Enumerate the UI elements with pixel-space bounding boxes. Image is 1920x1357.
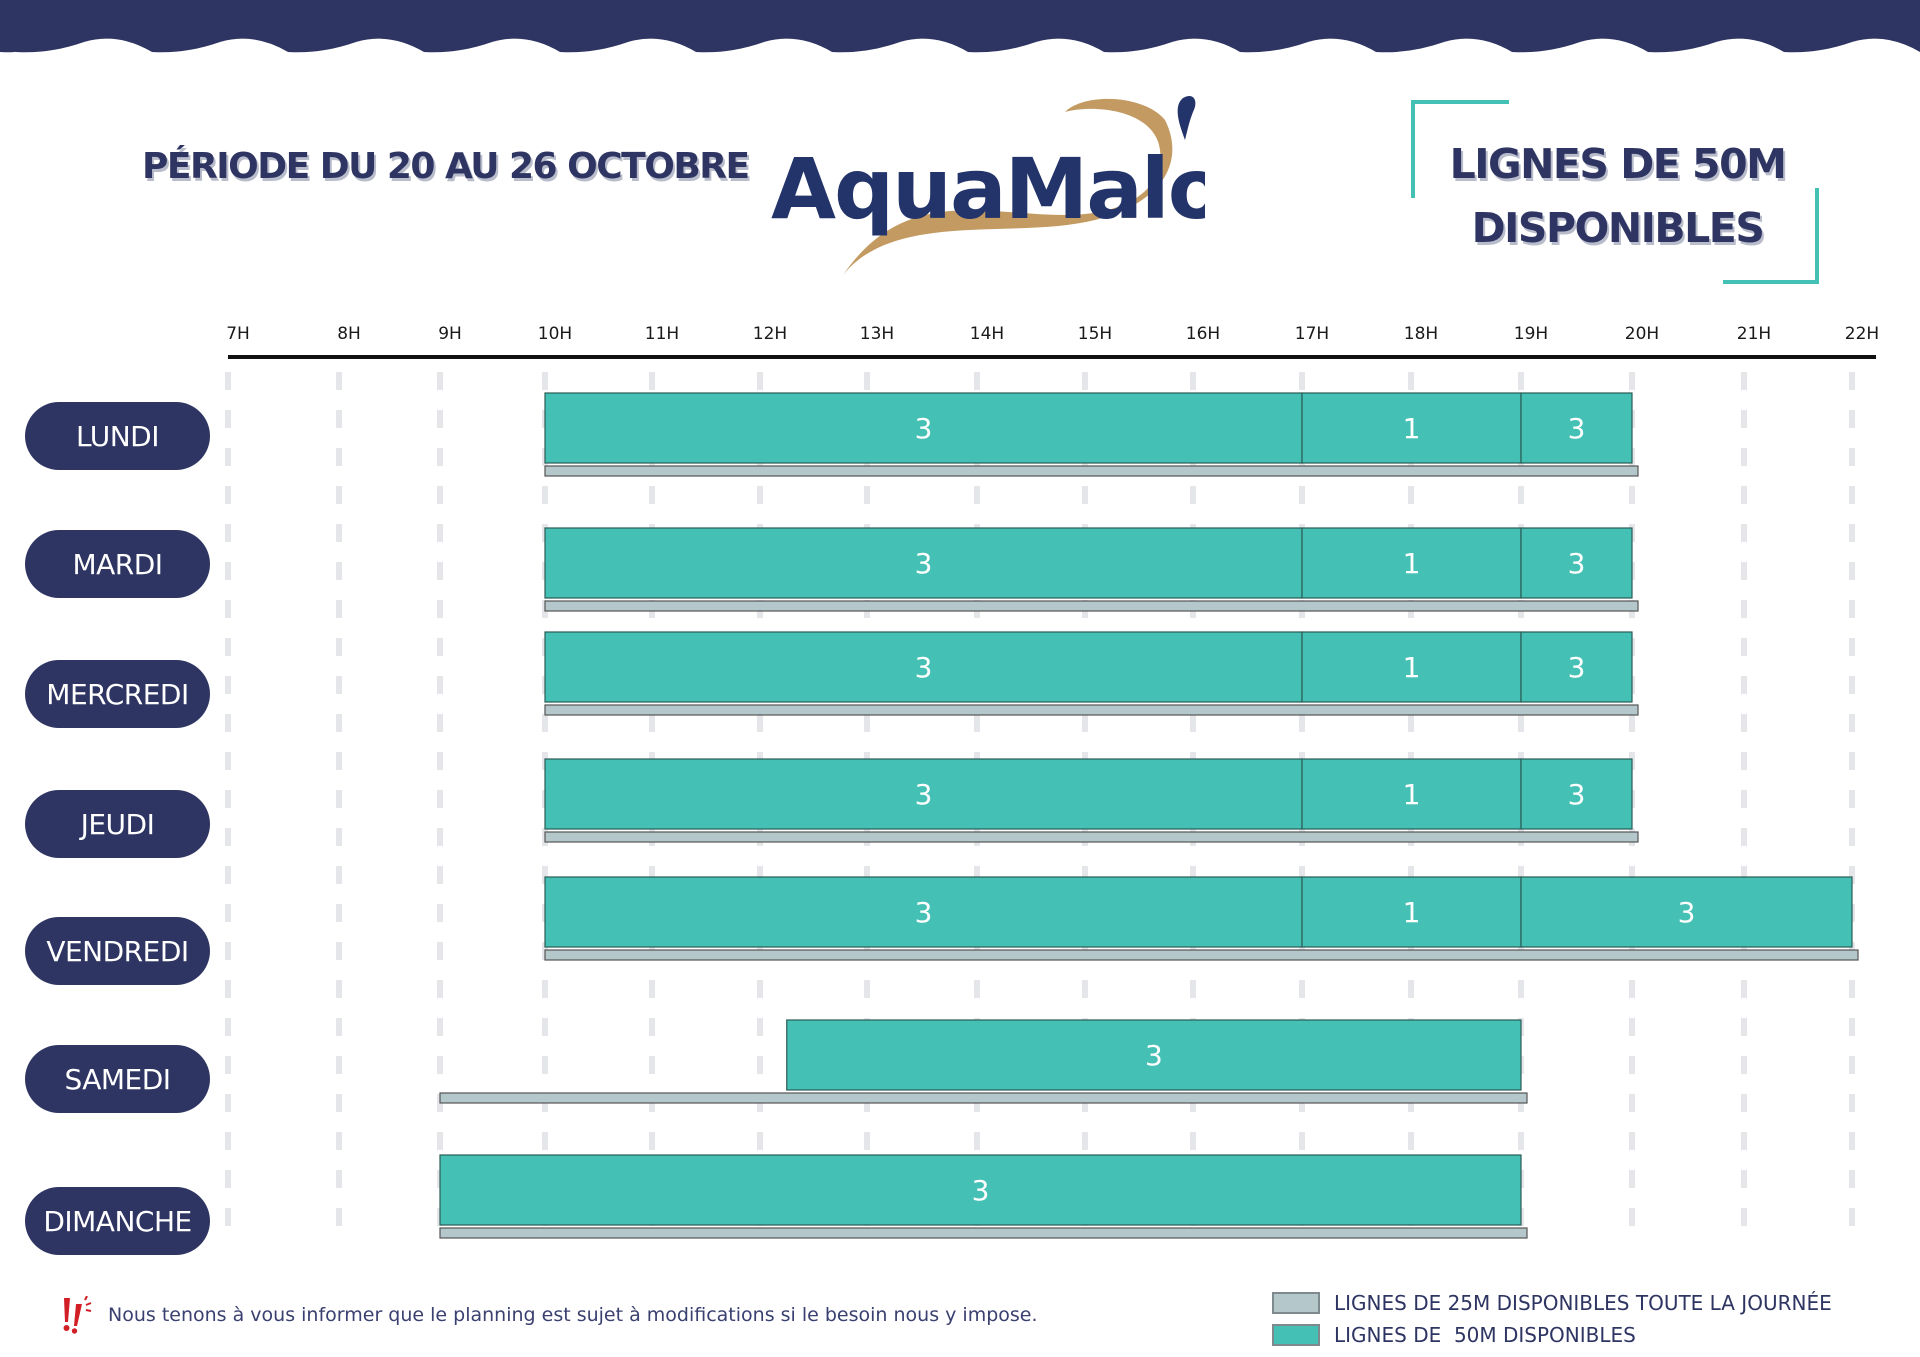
bar-50m-mercredi bbox=[1301, 631, 1522, 703]
bar-lanes-label: 1 bbox=[1403, 651, 1421, 684]
day-label-jeudi: JEUDI bbox=[25, 790, 210, 858]
bar-50m-jeudi bbox=[1301, 758, 1522, 830]
bar-lanes-label: 3 bbox=[972, 1174, 990, 1207]
bar-lanes-label: 3 bbox=[1568, 778, 1586, 811]
bar-50m-lundi bbox=[1301, 392, 1522, 464]
bar-50m-jeudi bbox=[544, 758, 1303, 830]
alert-exclamation-icon bbox=[63, 1296, 92, 1334]
bar-lanes-label: 3 bbox=[1568, 412, 1586, 445]
bar-lanes-label: 3 bbox=[1678, 896, 1696, 929]
bar-50m-vendredi bbox=[1520, 876, 1853, 948]
x-tick-label: 8H bbox=[337, 324, 361, 344]
bar-25m-mercredi bbox=[544, 704, 1639, 716]
bar-lanes-label: 3 bbox=[915, 547, 933, 580]
bar-layer: 3 1 3 3 1 3 3 1 3 3 1 3 3 1 3 3 3 bbox=[439, 392, 1859, 1239]
notice: Nous tenons à vous informer que le plann… bbox=[60, 1296, 1038, 1334]
bar-lanes-label: 1 bbox=[1403, 778, 1421, 811]
bar-50m-jeudi bbox=[1520, 758, 1633, 830]
x-tick-label: 14H bbox=[970, 324, 1004, 344]
x-tick-label: 21H bbox=[1737, 324, 1771, 344]
bar-lanes-label: 3 bbox=[1145, 1039, 1163, 1072]
x-tick-label: 10H bbox=[538, 324, 572, 344]
day-label-mercredi: MERCREDI bbox=[25, 660, 210, 728]
aquamalo-logo: AquaMalo bbox=[771, 95, 1205, 276]
bar-50m-mardi bbox=[1520, 527, 1633, 599]
logo-text: AquaMalo bbox=[771, 140, 1205, 238]
x-tick-label: 12H bbox=[753, 324, 787, 344]
logo-gold-swoosh bbox=[843, 98, 1173, 276]
bar-lanes-label: 1 bbox=[1403, 896, 1421, 929]
header-wave-band bbox=[0, 0, 1920, 53]
bar-50m-mercredi bbox=[544, 631, 1303, 703]
legend-item-50m: LIGNES DE 50M DISPONIBLES bbox=[1272, 1320, 1832, 1350]
legend-item-25m: LIGNES DE 25M DISPONIBLES TOUTE LA JOURN… bbox=[1272, 1288, 1832, 1318]
x-tick-label: 19H bbox=[1514, 324, 1548, 344]
day-label-samedi: SAMEDI bbox=[25, 1045, 210, 1113]
bar-50m-vendredi bbox=[544, 876, 1303, 948]
bar-50m-mercredi bbox=[1520, 631, 1633, 703]
bar-lanes-label: 1 bbox=[1403, 412, 1421, 445]
bar-50m-lundi bbox=[544, 392, 1303, 464]
bar-25m-samedi bbox=[439, 1092, 1528, 1104]
x-tick-label: 7H bbox=[226, 324, 250, 344]
day-label-lundi: LUNDI bbox=[25, 402, 210, 470]
x-axis-ticks: 7H 8H 9H 10H 11H 12H 13H 14H 15H 16H 17H 18H 19H 20H 2… bbox=[226, 324, 1879, 344]
bar-50m-samedi bbox=[786, 1019, 1522, 1091]
chart-title: LIGNES DE 50M DISPONIBLES bbox=[1420, 132, 1815, 260]
x-tick-label: 18H bbox=[1404, 324, 1438, 344]
bar-lanes-label: 1 bbox=[1403, 547, 1421, 580]
x-tick-label: 9H bbox=[438, 324, 462, 344]
bar-lanes-label: 3 bbox=[915, 412, 933, 445]
bar-50m-dimanche bbox=[439, 1154, 1522, 1226]
day-label-mardi: MARDI bbox=[25, 530, 210, 598]
bar-lanes-label: 3 bbox=[1568, 547, 1586, 580]
x-tick-label: 17H bbox=[1295, 324, 1329, 344]
title-frame-left bbox=[1411, 100, 1415, 198]
logo-drop bbox=[1177, 95, 1196, 140]
legend: LIGNES DE 25M DISPONIBLES TOUTE LA JOURN… bbox=[1272, 1288, 1832, 1352]
x-tick-label: 22H bbox=[1845, 324, 1879, 344]
x-tick-label: 20H bbox=[1625, 324, 1659, 344]
bar-lanes-label: 3 bbox=[915, 778, 933, 811]
legend-label-50m: LIGNES DE 50M DISPONIBLES bbox=[1334, 1323, 1636, 1347]
legend-swatch-25m bbox=[1272, 1292, 1320, 1314]
bar-lanes-label: 3 bbox=[915, 896, 933, 929]
bar-50m-mardi bbox=[1301, 527, 1522, 599]
period-heading: PÉRIODE DU 20 AU 26 OCTOBRE bbox=[142, 146, 750, 187]
title-frame-right bbox=[1815, 188, 1819, 284]
title-frame-top bbox=[1411, 100, 1509, 104]
chart-title-line2: DISPONIBLES bbox=[1471, 204, 1765, 252]
day-label-vendredi: VENDREDI bbox=[25, 917, 210, 985]
bar-50m-lundi bbox=[1520, 392, 1633, 464]
legend-label-25m: LIGNES DE 25M DISPONIBLES TOUTE LA JOURN… bbox=[1334, 1291, 1832, 1315]
bar-25m-vendredi bbox=[544, 949, 1859, 961]
x-tick-label: 15H bbox=[1078, 324, 1112, 344]
bar-lanes-label: 3 bbox=[1568, 651, 1586, 684]
notice-text: Nous tenons à vous informer que le plann… bbox=[108, 1304, 1038, 1326]
bar-lanes-label: 3 bbox=[915, 651, 933, 684]
bar-25m-dimanche bbox=[439, 1227, 1528, 1239]
x-tick-label: 16H bbox=[1186, 324, 1220, 344]
bar-25m-lundi bbox=[544, 465, 1639, 477]
bar-50m-vendredi bbox=[1301, 876, 1522, 948]
x-tick-label: 11H bbox=[645, 324, 679, 344]
title-frame-bottom bbox=[1723, 280, 1819, 284]
bar-25m-jeudi bbox=[544, 831, 1639, 843]
x-tick-label: 13H bbox=[860, 324, 894, 344]
bar-25m-mardi bbox=[544, 600, 1639, 612]
legend-swatch-50m bbox=[1272, 1324, 1320, 1346]
chart-title-line1: LIGNES DE 50M bbox=[1449, 140, 1787, 188]
bar-50m-mardi bbox=[544, 527, 1303, 599]
day-label-dimanche: DIMANCHE bbox=[25, 1187, 210, 1255]
